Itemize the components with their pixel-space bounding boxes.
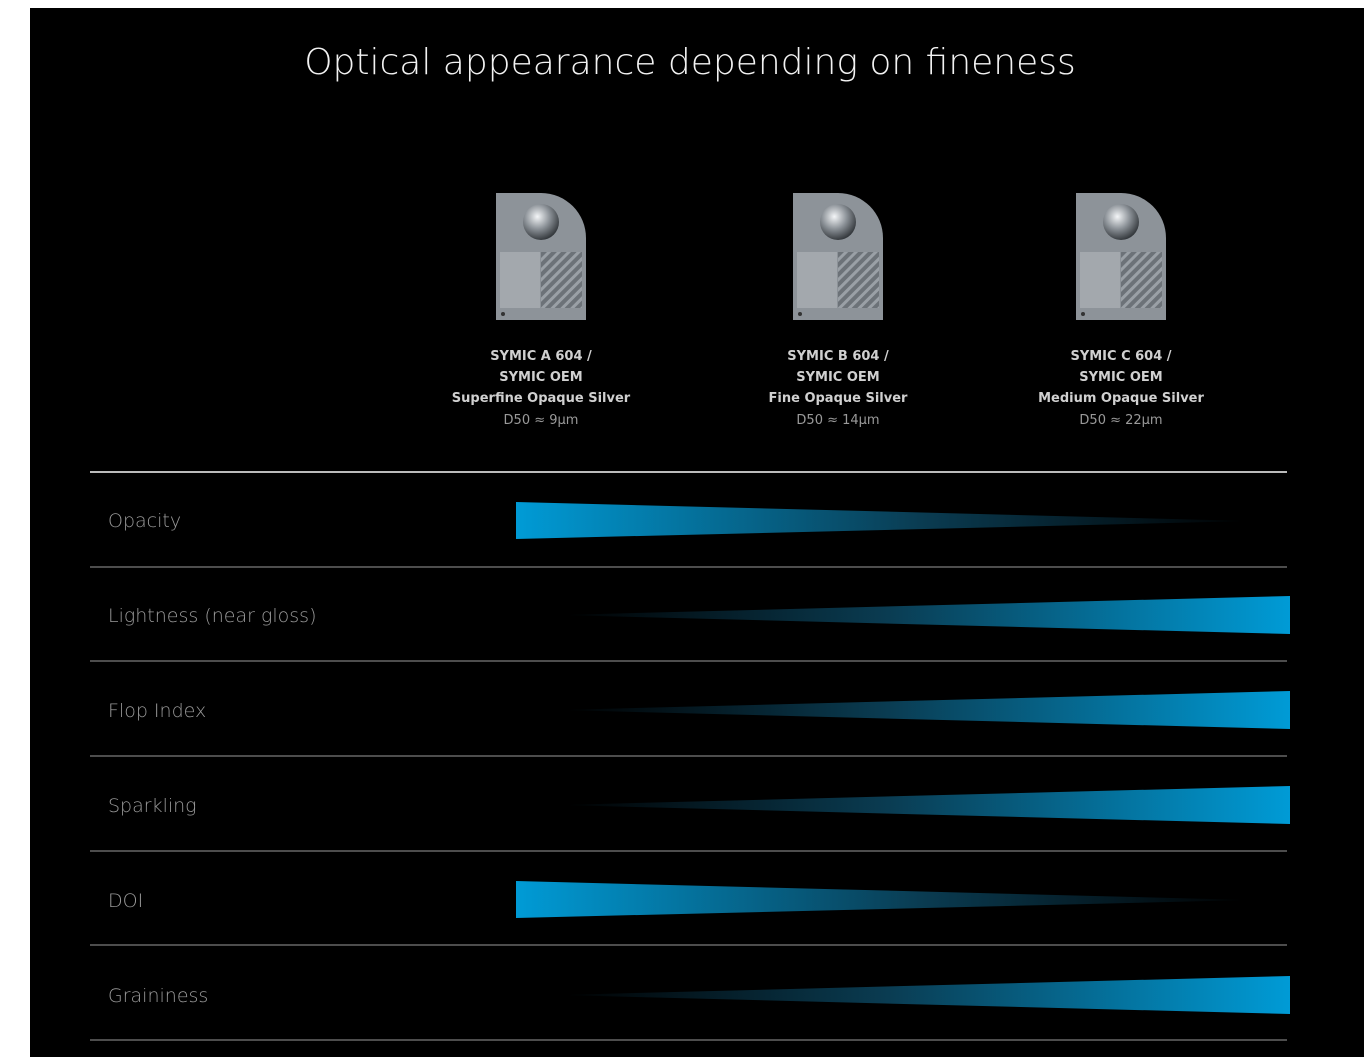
product: SYMIC A 604 / SYMIC OEM Superfine Opaque… <box>452 193 631 428</box>
product-d50: D50 ≈ 22µm <box>1079 413 1162 428</box>
product-name: SYMIC B 604 / <box>787 349 889 364</box>
product-image <box>793 193 883 320</box>
row-label: Sparkling <box>108 795 197 817</box>
product: SYMIC C 604 / SYMIC OEM Medium Opaque Si… <box>1038 193 1205 428</box>
wedge <box>560 976 1290 1014</box>
product-name: SYMIC A 604 / <box>490 349 592 364</box>
product-d50: D50 ≈ 9µm <box>504 413 579 428</box>
product-name: SYMIC C 604 / <box>1070 349 1171 364</box>
wedge <box>516 502 1250 539</box>
product-image <box>1076 193 1166 320</box>
wedge <box>560 691 1290 729</box>
wedge <box>560 596 1290 634</box>
row-label: DOI <box>108 890 143 912</box>
wedge <box>560 786 1290 824</box>
product-image <box>496 193 586 320</box>
row-label: Graininess <box>108 985 208 1007</box>
product-name: SYMIC OEM <box>499 370 582 385</box>
row-label: Flop Index <box>108 700 206 722</box>
product-desc: Medium Opaque Silver <box>1038 391 1204 406</box>
row-label: Lightness (near gloss) <box>108 605 316 627</box>
product-name: SYMIC OEM <box>1079 370 1162 385</box>
product-desc: Superfine Opaque Silver <box>452 391 631 406</box>
row-label: Opacity <box>108 510 181 532</box>
title: Optical appearance depending on fineness <box>304 42 1076 83</box>
wedge <box>516 881 1250 918</box>
product-d50: D50 ≈ 14µm <box>796 413 879 428</box>
product-name: SYMIC OEM <box>796 370 879 385</box>
product-desc: Fine Opaque Silver <box>769 391 909 406</box>
product: SYMIC B 604 / SYMIC OEM Fine Opaque Silv… <box>769 193 909 428</box>
